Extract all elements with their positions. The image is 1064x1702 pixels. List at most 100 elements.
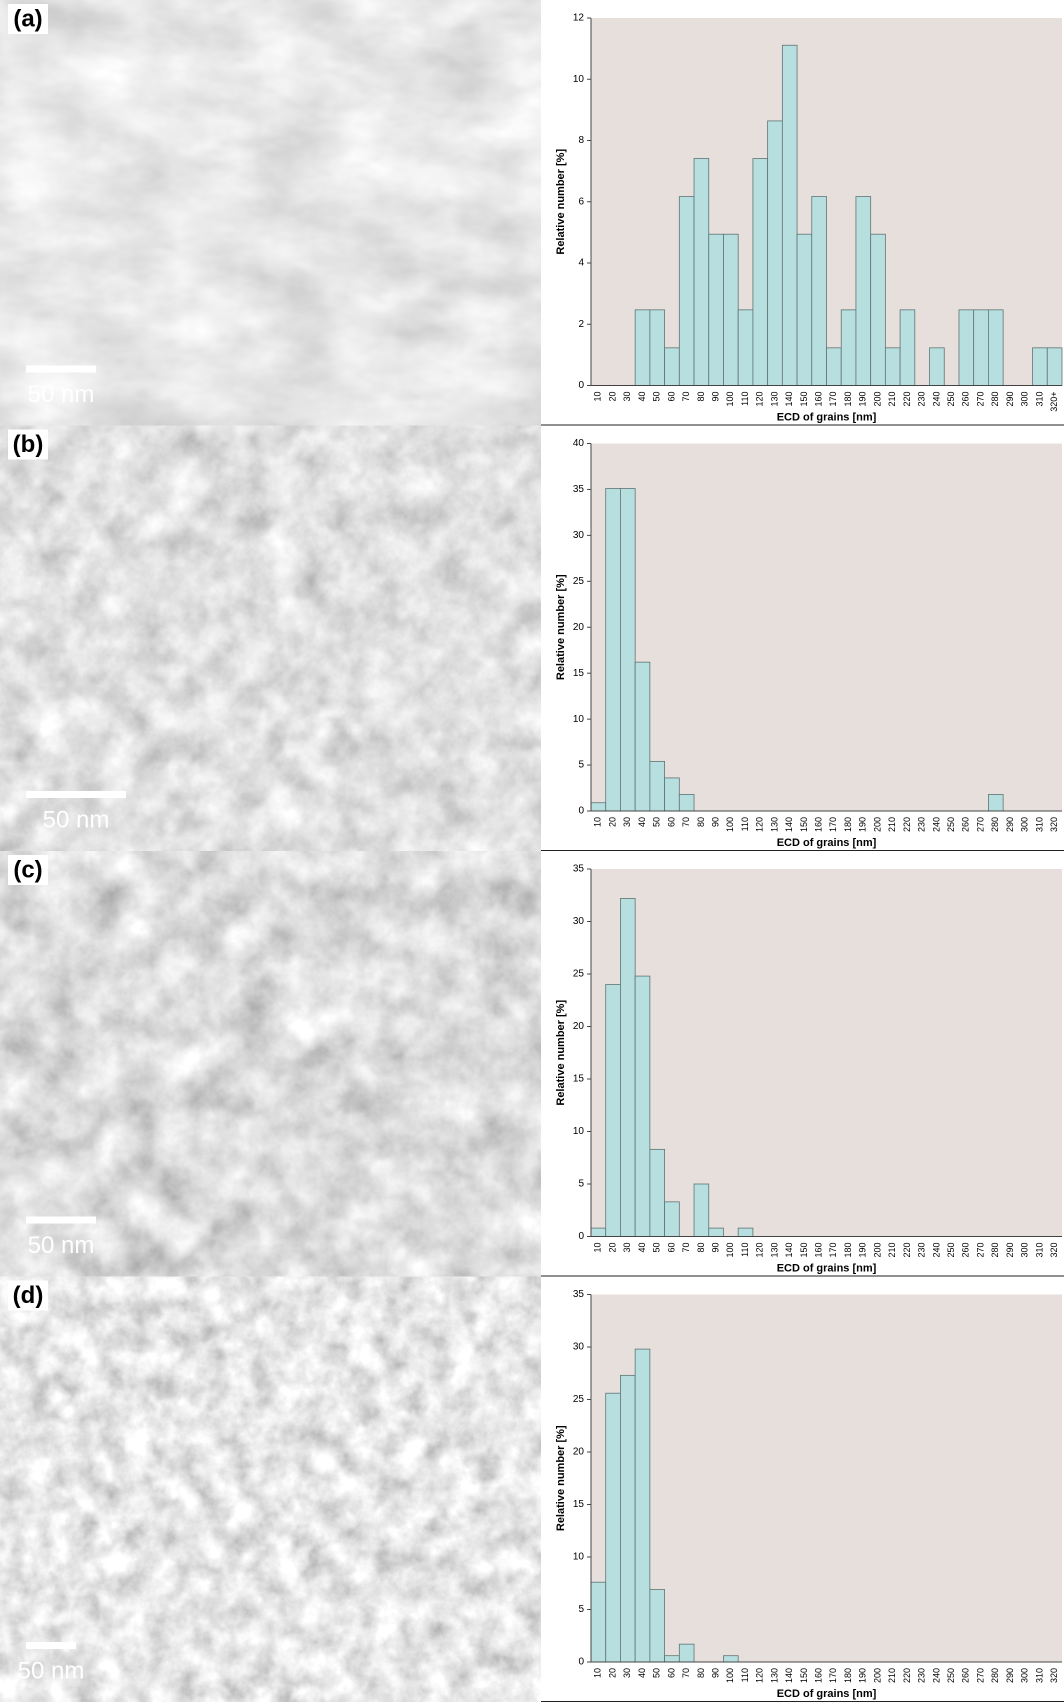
bar [930, 348, 945, 386]
x-tick-label: 100 [725, 1243, 735, 1258]
x-tick-label: 190 [858, 817, 868, 832]
x-axis-label: ECD of grains [nm] [777, 1688, 877, 1700]
bar [723, 1656, 738, 1662]
y-tick-label: 30 [573, 916, 585, 927]
x-tick-label: 270 [975, 1668, 985, 1683]
x-tick-label: 220 [902, 392, 912, 407]
x-tick-label: 170 [828, 1243, 838, 1258]
bar [635, 976, 650, 1236]
x-tick-label: 250 [946, 817, 956, 832]
scale-bar [26, 791, 126, 798]
x-tick-label: 70 [681, 1668, 691, 1678]
bar [856, 197, 871, 386]
x-tick-label: 60 [666, 1668, 676, 1678]
bar [591, 1582, 606, 1662]
x-tick-label: 30 [622, 817, 632, 827]
x-tick-label: 250 [946, 392, 956, 407]
x-tick-label: 220 [902, 817, 912, 832]
panel-label: (d) [13, 1282, 44, 1309]
bar [900, 310, 915, 386]
y-tick-label: 15 [573, 668, 585, 679]
x-tick-label: 240 [931, 817, 941, 832]
scale-bar-label: 50 nm [28, 1232, 95, 1259]
scale-bar [26, 1217, 96, 1224]
y-tick-label: 12 [573, 13, 585, 24]
x-tick-label: 260 [961, 1668, 971, 1683]
x-tick-label: 90 [710, 392, 720, 402]
bar [635, 1349, 650, 1662]
x-tick-label: 40 [637, 1668, 647, 1678]
x-tick-label: 180 [843, 392, 853, 407]
y-tick-label: 15 [573, 1074, 585, 1085]
y-tick-label: 20 [573, 622, 585, 633]
x-tick-label: 120 [755, 392, 765, 407]
micrograph [0, 0, 541, 426]
bar [738, 310, 753, 386]
x-tick-label: 240 [931, 1668, 941, 1683]
x-tick-label: 100 [725, 392, 735, 407]
y-tick-label: 10 [573, 74, 585, 85]
y-tick-label: 5 [578, 760, 584, 771]
y-tick-label: 6 [578, 196, 584, 207]
bar [1047, 348, 1062, 386]
micrograph [0, 426, 541, 852]
plot-area [591, 444, 1062, 812]
x-tick-label: 300 [1020, 817, 1030, 832]
x-tick-label: 60 [666, 392, 676, 402]
y-tick-label: 0 [578, 1231, 584, 1242]
x-tick-label: 10 [593, 392, 603, 402]
x-tick-label: 300 [1020, 1668, 1030, 1683]
x-tick-label: 160 [814, 817, 824, 832]
x-tick-label: 160 [814, 1243, 824, 1258]
bar [1033, 348, 1048, 386]
y-tick-label: 4 [578, 258, 584, 269]
bar [650, 310, 665, 386]
x-tick-label: 290 [1005, 1668, 1015, 1683]
bar [753, 159, 768, 386]
x-tick-label: 30 [622, 1668, 632, 1678]
x-tick-label: 120 [755, 817, 765, 832]
x-tick-label: 210 [887, 392, 897, 407]
x-tick-label: 70 [681, 817, 691, 827]
x-tick-label: 200 [872, 1243, 882, 1258]
x-tick-label: 170 [828, 817, 838, 832]
x-tick-label: 260 [961, 392, 971, 407]
y-axis-label: Relative number [%] [555, 149, 567, 255]
x-tick-label: 80 [696, 1668, 706, 1678]
x-tick-label: 180 [843, 1243, 853, 1258]
y-tick-label: 25 [573, 969, 585, 980]
x-tick-label: 220 [902, 1668, 912, 1683]
x-tick-label: 260 [961, 1243, 971, 1258]
bar [827, 348, 842, 386]
x-tick-label: 310 [1034, 1243, 1044, 1258]
x-tick-label: 290 [1005, 817, 1015, 832]
bar [959, 310, 974, 386]
x-tick-label: 120 [755, 1668, 765, 1683]
x-tick-label: 90 [710, 1243, 720, 1253]
y-tick-label: 35 [573, 484, 585, 495]
y-tick-label: 35 [573, 864, 585, 875]
scale-bar-label: 50 nm [28, 381, 95, 408]
x-tick-label: 270 [975, 392, 985, 407]
bar [709, 234, 724, 385]
y-axis-label: Relative number [%] [555, 574, 567, 680]
x-tick-label: 230 [917, 1668, 927, 1683]
y-tick-label: 8 [578, 135, 584, 146]
x-tick-label: 30 [622, 392, 632, 402]
bar [635, 662, 650, 811]
x-tick-label: 20 [607, 817, 617, 827]
scale-bar [26, 1642, 76, 1649]
x-tick-label: 210 [887, 1243, 897, 1258]
bar [694, 1184, 709, 1237]
x-tick-label: 170 [828, 392, 838, 407]
x-tick-label: 100 [725, 817, 735, 832]
x-tick-label: 240 [931, 392, 941, 407]
x-tick-label: 140 [784, 392, 794, 407]
x-tick-label: 70 [681, 392, 691, 402]
x-tick-label: 40 [637, 392, 647, 402]
bar [679, 1644, 694, 1662]
x-tick-label: 130 [769, 1243, 779, 1258]
bar [606, 1393, 621, 1662]
x-tick-label: 80 [696, 392, 706, 402]
bar [768, 121, 783, 386]
